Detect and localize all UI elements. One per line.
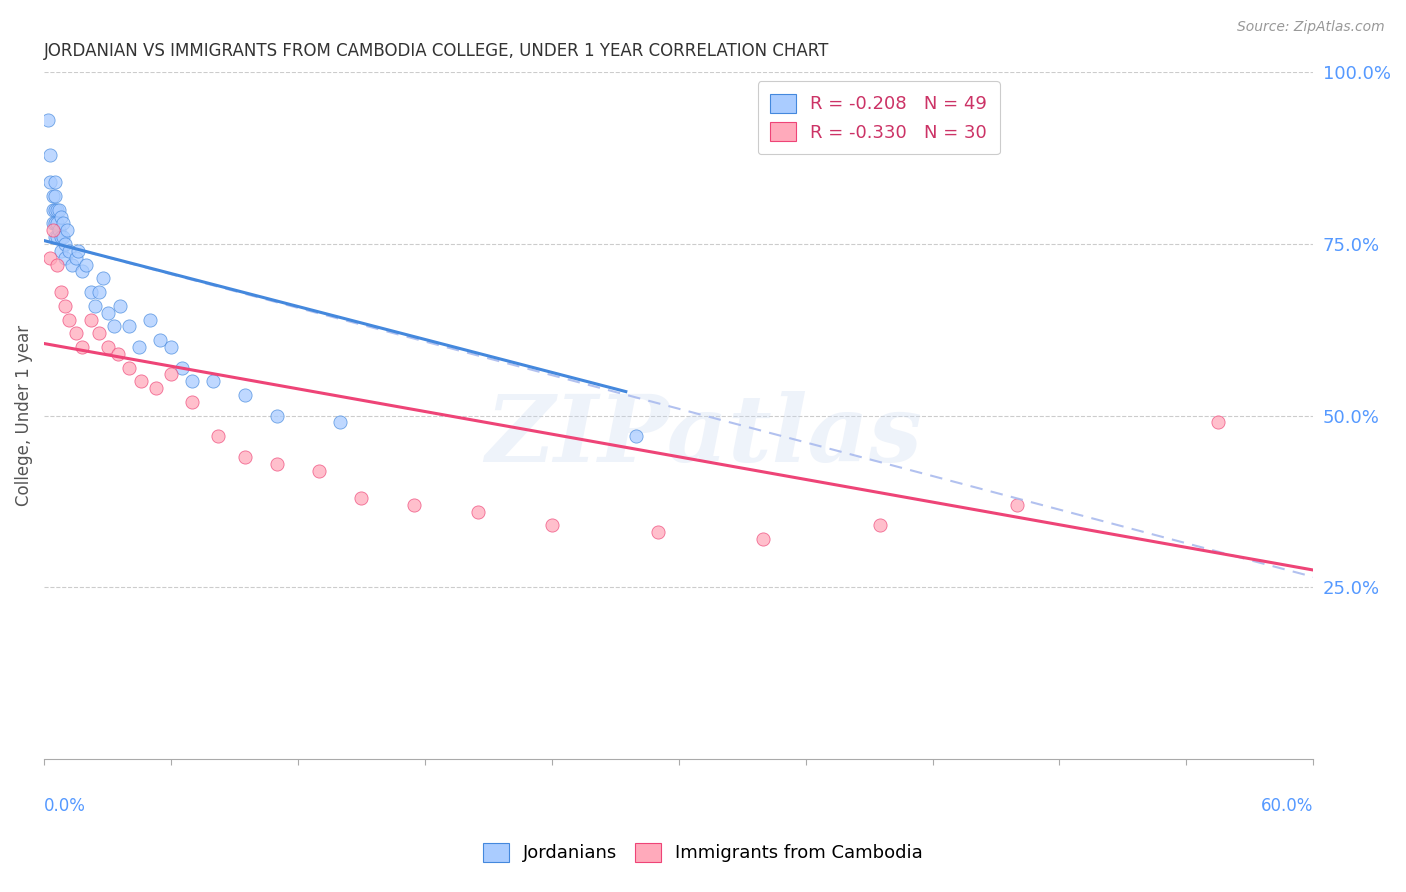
Point — [233, 388, 256, 402]
Point — [56, 223, 79, 237]
Point — [44, 202, 66, 217]
Point — [39, 175, 62, 189]
Point — [202, 374, 225, 388]
Point — [752, 532, 775, 546]
Point — [45, 230, 67, 244]
Point — [233, 450, 256, 464]
Point — [869, 518, 891, 533]
Point — [44, 189, 66, 203]
Point — [350, 491, 373, 505]
Point — [118, 360, 141, 375]
Point — [48, 223, 70, 237]
Point — [1206, 416, 1229, 430]
Point — [103, 319, 125, 334]
Point — [181, 395, 204, 409]
Point — [118, 319, 141, 334]
Point — [60, 258, 83, 272]
Point — [53, 299, 76, 313]
Text: 0.0%: 0.0% — [44, 797, 86, 814]
Point — [329, 416, 352, 430]
Point — [647, 525, 669, 540]
Point — [48, 202, 70, 217]
Point — [160, 368, 183, 382]
Legend: Jordanians, Immigrants from Cambodia: Jordanians, Immigrants from Cambodia — [477, 836, 929, 870]
Point — [44, 175, 66, 189]
Text: ZIPatlas: ZIPatlas — [485, 392, 922, 481]
Point — [266, 409, 288, 423]
Point — [49, 210, 72, 224]
Point — [44, 230, 66, 244]
Point — [128, 340, 150, 354]
Point — [97, 340, 120, 354]
Point — [79, 312, 101, 326]
Point — [66, 244, 89, 258]
Point — [540, 518, 562, 533]
Point — [79, 285, 101, 299]
Point — [91, 271, 114, 285]
Point — [107, 347, 129, 361]
Point — [308, 463, 330, 477]
Point — [41, 223, 63, 237]
Point — [626, 429, 648, 443]
Legend: R = -0.208   N = 49, R = -0.330   N = 30: R = -0.208 N = 49, R = -0.330 N = 30 — [758, 81, 1000, 154]
Point — [41, 202, 63, 217]
Point — [70, 340, 93, 354]
Point — [52, 216, 75, 230]
Point — [149, 333, 172, 347]
Point — [41, 216, 63, 230]
Point — [45, 202, 67, 217]
Point — [65, 251, 87, 265]
Point — [58, 312, 80, 326]
Point — [145, 381, 167, 395]
Point — [97, 306, 120, 320]
Point — [39, 148, 62, 162]
Point — [110, 299, 132, 313]
Point — [160, 340, 183, 354]
Point — [52, 230, 75, 244]
Point — [45, 258, 67, 272]
Point — [87, 285, 110, 299]
Point — [1005, 498, 1028, 512]
Point — [49, 230, 72, 244]
Point — [87, 326, 110, 341]
Point — [83, 299, 105, 313]
Point — [49, 285, 72, 299]
Point — [207, 429, 229, 443]
Point — [75, 258, 97, 272]
Point — [131, 374, 153, 388]
Point — [41, 189, 63, 203]
Point — [139, 312, 162, 326]
Point — [44, 216, 66, 230]
Point — [39, 251, 62, 265]
Point — [70, 264, 93, 278]
Point — [53, 251, 76, 265]
Point — [181, 374, 204, 388]
Point — [404, 498, 426, 512]
Point — [170, 360, 193, 375]
Point — [58, 244, 80, 258]
Point — [49, 244, 72, 258]
Text: 60.0%: 60.0% — [1261, 797, 1313, 814]
Point — [266, 457, 288, 471]
Point — [37, 113, 59, 128]
Point — [53, 237, 76, 252]
Point — [65, 326, 87, 341]
Text: JORDANIAN VS IMMIGRANTS FROM CAMBODIA COLLEGE, UNDER 1 YEAR CORRELATION CHART: JORDANIAN VS IMMIGRANTS FROM CAMBODIA CO… — [44, 42, 830, 60]
Text: Source: ZipAtlas.com: Source: ZipAtlas.com — [1237, 20, 1385, 34]
Point — [467, 505, 489, 519]
Y-axis label: College, Under 1 year: College, Under 1 year — [15, 325, 32, 506]
Point — [45, 216, 67, 230]
